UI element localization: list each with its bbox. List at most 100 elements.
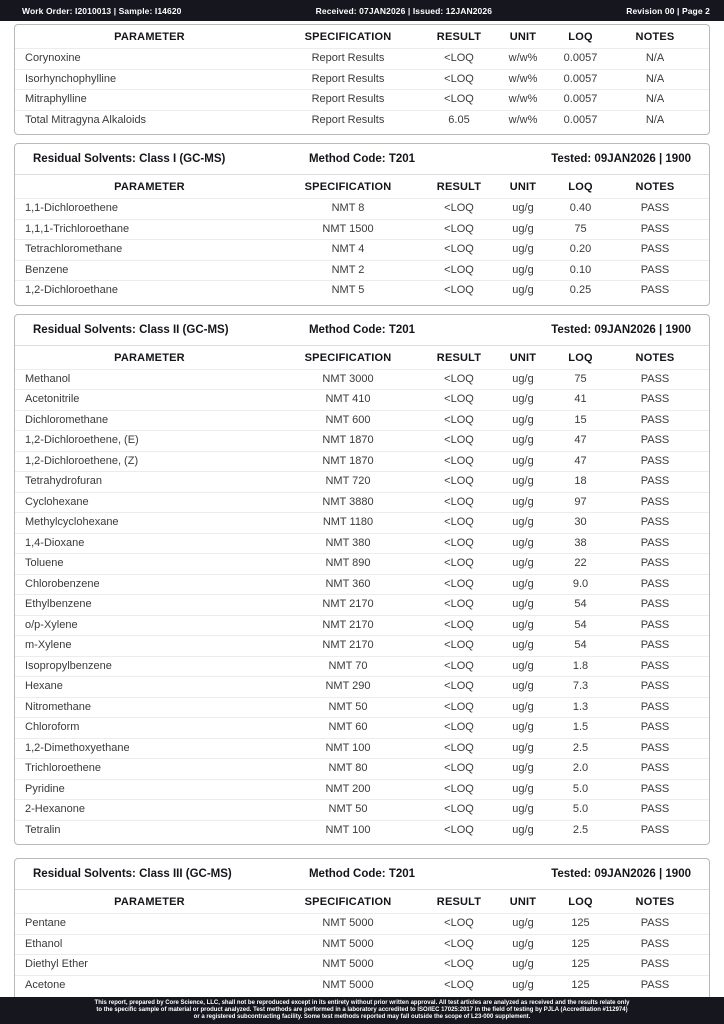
- cell-specification: NMT 200: [325, 782, 371, 795]
- cell-specification: NMT 100: [325, 741, 371, 754]
- column-header-unit: UNIT: [509, 351, 537, 364]
- cell-parameter: Tetralin: [25, 823, 61, 836]
- cell-specification: NMT 60: [328, 721, 368, 734]
- cell-result: <LOQ: [444, 618, 474, 631]
- cell-result: <LOQ: [444, 393, 474, 406]
- cell-parameter: 1,2-Dichloroethene, (E): [25, 434, 139, 447]
- section-title: Residual Solvents: Class I (GC-MS): [33, 153, 226, 165]
- column-header-parameter: PARAMETER: [114, 181, 185, 193]
- section-title: Residual Solvents: Class III (GC-MS): [33, 868, 232, 880]
- section-method-code: Method Code: T201: [308, 323, 416, 336]
- cell-loq: 1.5: [572, 721, 589, 734]
- cell-unit: ug/g: [512, 557, 534, 570]
- page-footer-bar: This report, prepared by Core Science, L…: [0, 997, 724, 1024]
- table-row: Chlorobenzene NMT 360 <LOQ ug/g 9.0 PASS: [15, 573, 709, 595]
- table-row: Nitromethane NMT 50 <LOQ ug/g 1.3 PASS: [15, 696, 709, 718]
- table-header-row: PARAMETER SPECIFICATION RESULT UNIT LOQ NOTES: [15, 175, 709, 198]
- table-row: Acetonitrile NMT 410 <LOQ ug/g 41 PASS: [15, 389, 709, 410]
- table-row: Diethyl Ether NMT 5000 <LOQ ug/g 125 PASS: [15, 954, 709, 975]
- report-section: Residual Solvents: Class I (GC-MS) Metho…: [14, 143, 710, 306]
- cell-notes: PASS: [640, 958, 670, 971]
- cell-unit: ug/g: [512, 978, 534, 991]
- cell-specification: NMT 2170: [322, 598, 374, 611]
- table-row: Trichloroethene NMT 80 <LOQ ug/g 2.0 PASS: [15, 758, 709, 779]
- cell-notes: PASS: [640, 639, 670, 652]
- cell-parameter: Cyclohexane: [25, 495, 89, 508]
- cell-notes: PASS: [640, 413, 670, 426]
- column-header-specification: SPECIFICATION: [304, 896, 392, 908]
- cell-result: <LOQ: [444, 741, 474, 754]
- cell-loq: 125: [571, 917, 590, 930]
- table-row: 1,4-Dioxane NMT 380 <LOQ ug/g 38 PASS: [15, 532, 709, 554]
- table-row: Toluene NMT 890 <LOQ ug/g 22 PASS: [15, 553, 709, 574]
- cell-result: <LOQ: [444, 536, 474, 549]
- cell-result: <LOQ: [444, 937, 474, 950]
- table-body: 1,1-Dichloroethene NMT 8 <LOQ ug/g 0.40 PASS …: [15, 198, 709, 305]
- cell-result: <LOQ: [444, 803, 474, 816]
- cell-loq: 0.0057: [563, 113, 598, 126]
- table-row: 1,1,1-Trichloroethane NMT 1500 <LOQ ug/g 75 P…: [15, 218, 709, 240]
- cell-parameter: Chlorobenzene: [25, 577, 100, 590]
- cell-notes: PASS: [640, 202, 670, 215]
- cell-loq: 1.8: [572, 659, 589, 672]
- cell-parameter: Chloroform: [25, 721, 80, 734]
- table-header-row: PARAMETER SPECIFICATION RESULT UNIT LOQ NOTES: [15, 346, 709, 369]
- cell-result: <LOQ: [444, 958, 474, 971]
- cell-specification: NMT 890: [325, 557, 371, 570]
- cell-result: <LOQ: [444, 222, 474, 235]
- cell-loq: 125: [571, 978, 590, 991]
- cell-parameter: Ethanol: [25, 937, 63, 950]
- cell-unit: ug/g: [512, 393, 534, 406]
- cell-unit: ug/g: [512, 937, 534, 950]
- cell-specification: NMT 600: [325, 413, 371, 426]
- cell-specification: NMT 2170: [322, 618, 374, 631]
- cell-result: <LOQ: [444, 413, 474, 426]
- table-row: Methanol NMT 3000 <LOQ ug/g 75 PASS: [15, 368, 709, 390]
- cell-parameter: Pyridine: [25, 782, 65, 795]
- cell-loq: 75: [574, 222, 587, 235]
- report-section: Residual Solvents: Class II (GC-MS) Meth…: [14, 313, 710, 845]
- column-header-loq: LOQ: [568, 31, 593, 43]
- cell-unit: ug/g: [512, 823, 534, 836]
- column-header-specification: SPECIFICATION: [304, 351, 392, 364]
- cell-specification: NMT 70: [328, 659, 368, 672]
- table-row: o/p-Xylene NMT 2170 <LOQ ug/g 54 PASS: [15, 614, 709, 636]
- section-method-code: Method Code: T201: [308, 153, 416, 165]
- cell-result: <LOQ: [444, 202, 474, 215]
- section-header-row: Residual Solvents: Class III (GC-MS) Met…: [15, 859, 709, 890]
- footer-disclaimer-line-1: This report, prepared by Core Science, L…: [94, 1000, 630, 1006]
- cell-notes: PASS: [640, 721, 670, 734]
- cell-unit: ug/g: [512, 475, 534, 488]
- cell-parameter: 1,2-Dimethoxyethane: [25, 741, 130, 754]
- cell-parameter: Benzene: [25, 263, 69, 276]
- cell-parameter: 1,2-Dichloroethane: [25, 284, 118, 297]
- cell-result: <LOQ: [444, 243, 474, 256]
- cell-loq: 47: [574, 454, 587, 467]
- column-header-result: RESULT: [436, 31, 482, 43]
- cell-specification: NMT 380: [325, 536, 371, 549]
- report-section: Residual Solvents: Class III (GC-MS) Met…: [14, 858, 710, 1000]
- cell-unit: ug/g: [512, 700, 534, 713]
- cell-result: <LOQ: [444, 823, 474, 836]
- cell-notes: PASS: [640, 659, 670, 672]
- table-row: Mitraphylline Report Results <LOQ w/w% 0.005…: [15, 89, 709, 110]
- section-tested-timestamp: Tested: 09JAN2026 | 1900: [551, 323, 691, 336]
- cell-loq: 2.5: [572, 823, 589, 836]
- cell-loq: 5.0: [572, 803, 589, 816]
- table-row: Acetone NMT 5000 <LOQ ug/g 125 PASS: [15, 974, 709, 996]
- page-header-bar: Work Order: I2010013 | Sample: I14620 Re…: [0, 0, 724, 21]
- cell-loq: 7.3: [572, 680, 589, 693]
- cell-specification: NMT 4: [331, 243, 365, 256]
- column-header-result: RESULT: [436, 181, 482, 193]
- cell-specification: NMT 100: [325, 823, 371, 836]
- cell-parameter: m-Xylene: [25, 639, 72, 652]
- column-header-loq: LOQ: [568, 181, 593, 193]
- table-row: Isopropylbenzene NMT 70 <LOQ ug/g 1.8 PASS: [15, 655, 709, 677]
- cell-notes: PASS: [640, 536, 670, 549]
- cell-loq: 54: [574, 618, 587, 631]
- cell-specification: Report Results: [311, 113, 385, 126]
- cell-specification: NMT 360: [325, 577, 371, 590]
- cell-parameter: Tetrahydrofuran: [25, 475, 103, 488]
- cell-specification: NMT 1870: [322, 454, 374, 467]
- cell-unit: ug/g: [512, 536, 534, 549]
